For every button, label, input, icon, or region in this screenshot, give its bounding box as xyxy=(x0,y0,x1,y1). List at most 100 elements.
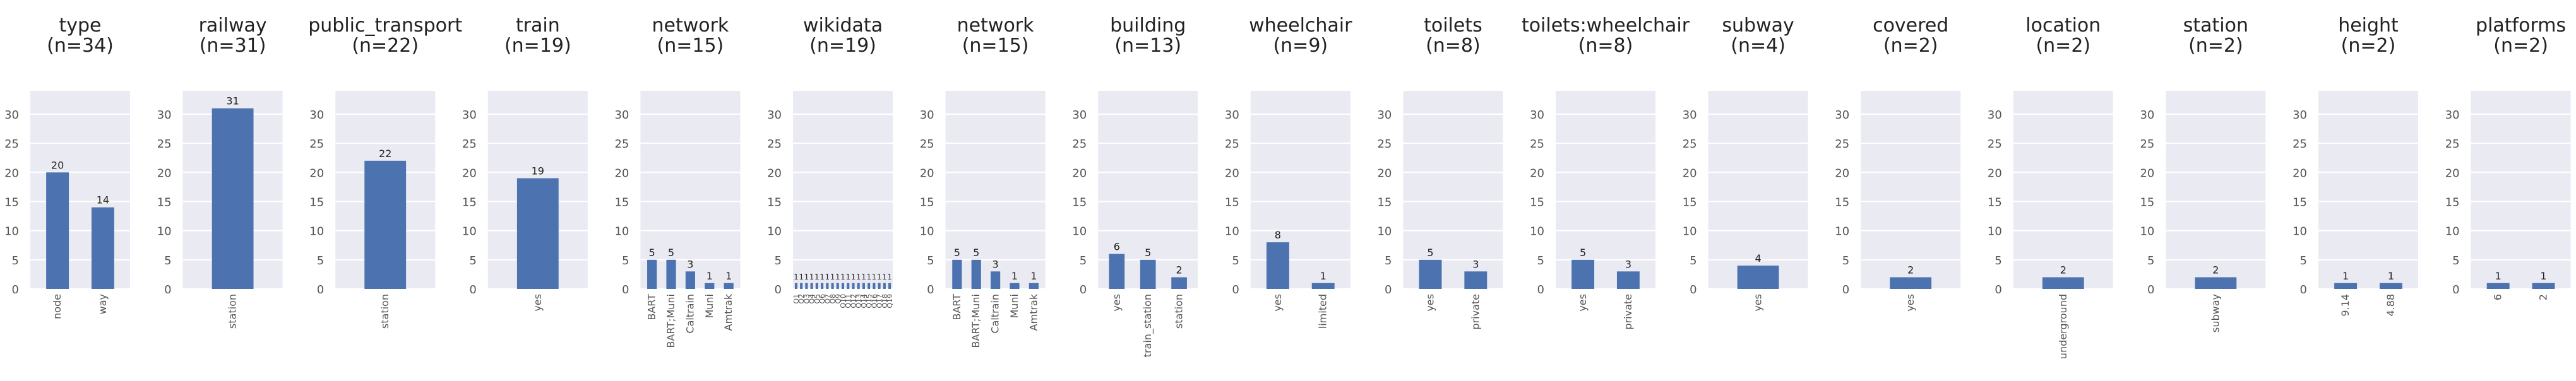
bar-value-label: 1 xyxy=(866,273,871,281)
y-tick-label: 30 xyxy=(1835,108,1849,122)
chart-panel-10: 0 5 10 15 20 25 30 toilets:wheelchair(n=8) 5 yes 3… xyxy=(1522,15,1690,330)
y-tick-label: 5 xyxy=(775,254,782,267)
y-tick-label: 25 xyxy=(1835,138,1849,151)
y-tick-label: 30 xyxy=(157,108,172,122)
x-tick-label: station xyxy=(1173,294,1185,329)
x-tick-label: BART xyxy=(951,294,963,320)
bar-value-label: 1 xyxy=(707,270,713,282)
y-tick-label: 15 xyxy=(2293,196,2307,209)
chart-subtitle: (n=15) xyxy=(962,35,1029,57)
bar xyxy=(1890,277,1932,289)
y-tick-label: 20 xyxy=(2140,167,2154,180)
y-tick-label: 30 xyxy=(309,108,324,122)
x-tick-label: Q14 xyxy=(860,294,868,308)
y-tick-label: 15 xyxy=(1072,196,1087,209)
bar-value-label: 22 xyxy=(379,148,391,160)
chart-subtitle: (n=4) xyxy=(1731,35,1786,57)
plot-area xyxy=(2013,91,2113,289)
y-tick-label: 15 xyxy=(1530,196,1544,209)
bar xyxy=(364,160,407,289)
y-tick-label: 0 xyxy=(2452,283,2459,296)
y-tick-label: 25 xyxy=(1072,138,1087,151)
bar xyxy=(1266,242,1289,289)
bar-value-label: 1 xyxy=(1011,270,1018,282)
x-tick-label: BART;Muni xyxy=(665,294,677,348)
bar-value-label: 1 xyxy=(851,273,856,281)
x-tick-label: yes xyxy=(1752,294,1764,312)
chart-title: type xyxy=(59,15,101,37)
chart-title: location xyxy=(2025,15,2101,37)
y-tick-label: 20 xyxy=(1835,167,1849,180)
y-tick-label: 10 xyxy=(614,225,629,238)
chart-panel-11: 0 5 10 15 20 25 30 subway(n=4) 4 yes xyxy=(1683,15,1808,312)
y-tick-label: 20 xyxy=(1530,167,1544,180)
chart-subtitle: (n=15) xyxy=(657,35,724,57)
y-tick-label: 0 xyxy=(1690,283,1696,296)
x-tick-label: Q9 xyxy=(834,294,842,304)
y-tick-label: 15 xyxy=(462,196,477,209)
bar-value-label: 1 xyxy=(835,273,840,281)
chart-title: toilets xyxy=(1424,15,1482,37)
bar xyxy=(1010,283,1020,289)
chart-panel-12: 0 5 10 15 20 25 30 covered(n=2) 2 yes xyxy=(1835,15,1961,312)
x-tick-label: Caltrain xyxy=(989,294,1001,334)
bar xyxy=(821,283,824,289)
y-tick-label: 10 xyxy=(2140,225,2154,238)
y-tick-label: 0 xyxy=(1842,283,1849,296)
x-tick-label: 2 xyxy=(2537,294,2549,300)
y-tick-label: 25 xyxy=(1988,138,2002,151)
chart-subtitle: (n=2) xyxy=(1883,35,1938,57)
y-tick-label: 15 xyxy=(920,196,934,209)
x-tick-label: yes xyxy=(1272,294,1284,312)
y-tick-label: 20 xyxy=(1377,167,1392,180)
x-tick-label: BART;Muni xyxy=(970,294,982,348)
plot-area xyxy=(2166,91,2266,289)
x-tick-label: Amtrak xyxy=(1027,293,1039,331)
y-tick-label: 0 xyxy=(927,283,934,296)
bar-value-label: 1 xyxy=(725,270,732,282)
y-tick-label: 0 xyxy=(317,283,324,296)
y-tick-label: 30 xyxy=(1530,108,1544,122)
bar-value-label: 1 xyxy=(830,273,835,281)
x-tick-label: Q5 xyxy=(813,294,821,304)
chart-title: network xyxy=(957,15,1034,37)
bar xyxy=(847,283,850,289)
chart-title: building xyxy=(1110,15,1186,37)
y-tick-label: 30 xyxy=(4,108,19,122)
chart-subtitle: (n=31) xyxy=(200,35,266,57)
chart-title: wikidata xyxy=(803,15,883,37)
y-tick-label: 10 xyxy=(309,225,324,238)
plot-area xyxy=(640,91,741,289)
y-tick-label: 10 xyxy=(2445,225,2460,238)
bar xyxy=(805,283,808,289)
chart-subtitle: (n=13) xyxy=(1114,35,1181,57)
x-tick-label: Q16 xyxy=(870,294,878,308)
x-tick-label: station xyxy=(227,294,239,329)
y-tick-label: 30 xyxy=(462,108,477,122)
bar xyxy=(2042,277,2084,289)
chart-panel-7: 0 5 10 15 20 25 30 building(n=13) 6 yes 5 train_sta… xyxy=(1072,15,1198,357)
y-tick-label: 5 xyxy=(2147,254,2154,267)
x-tick-label: Q7 xyxy=(823,294,832,304)
y-tick-label: 5 xyxy=(1690,254,1696,267)
chart-panel-1: 0 5 10 15 20 25 30 railway(n=31) 31 station xyxy=(157,15,283,329)
bar-value-label: 3 xyxy=(687,258,693,270)
y-tick-label: 5 xyxy=(1842,254,1849,267)
x-tick-label: Q19 xyxy=(886,294,894,308)
y-tick-label: 0 xyxy=(775,283,782,296)
y-tick-label: 15 xyxy=(2445,196,2460,209)
x-tick-label: 9.14 xyxy=(2339,294,2351,317)
y-tick-label: 25 xyxy=(1530,138,1544,151)
chart-panel-13: 0 5 10 15 20 25 30 location(n=2) 2 underground xyxy=(1988,15,2113,359)
y-tick-label: 15 xyxy=(614,196,629,209)
x-tick-label: yes xyxy=(1424,294,1436,312)
y-tick-label: 5 xyxy=(622,254,629,267)
chart-title: public_transport xyxy=(308,15,462,37)
x-tick-label: way xyxy=(97,294,109,314)
bar xyxy=(883,283,886,289)
bar-value-label: 5 xyxy=(973,247,979,259)
y-tick-label: 30 xyxy=(614,108,629,122)
y-tick-label: 30 xyxy=(1683,108,1697,122)
y-tick-label: 25 xyxy=(2445,138,2460,151)
y-tick-label: 10 xyxy=(920,225,934,238)
